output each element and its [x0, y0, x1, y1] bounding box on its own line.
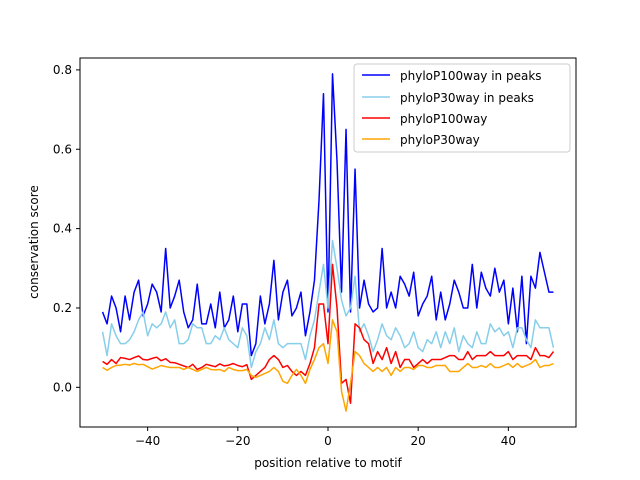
- y-tick-label: 0.0: [53, 380, 72, 394]
- series-line-phylop30way: [102, 319, 554, 412]
- x-tick-label: 0: [324, 434, 332, 448]
- ticks-layer: −40 −20 0 20 40 0.0 0.2 0.4 0.6 0.8: [53, 63, 516, 448]
- legend-label-phylop100way-in-peaks: phyloP100way in peaks: [400, 69, 542, 83]
- x-tick-label: −40: [135, 434, 160, 448]
- x-tick-label: 40: [501, 434, 516, 448]
- x-axis-label: position relative to motif: [254, 456, 402, 470]
- legend-label-phylop30way: phyloP30way: [400, 133, 480, 147]
- y-tick-label: 0.4: [53, 222, 72, 236]
- y-tick-label: 0.2: [53, 301, 72, 315]
- y-tick-label: 0.8: [53, 63, 72, 77]
- series-line-phylop30way-in-peaks: [101, 239, 555, 369]
- legend-box: [353, 63, 571, 153]
- y-tick-label: 0.6: [53, 142, 72, 156]
- series-layer: [101, 73, 555, 412]
- legend: phyloP100way in peaks phyloP30way in pea…: [353, 63, 571, 153]
- x-tick-label: −20: [225, 434, 250, 448]
- series-line-phylop100way-in-peaks: [101, 73, 554, 357]
- series-line-phylop100way: [102, 263, 555, 404]
- legend-label-phylop30way-in-peaks: phyloP30way in peaks: [400, 91, 534, 105]
- legend-label-phylop100way: phyloP100way: [400, 112, 487, 126]
- y-axis-label: conservation score: [27, 185, 41, 299]
- x-tick-label: 20: [411, 434, 426, 448]
